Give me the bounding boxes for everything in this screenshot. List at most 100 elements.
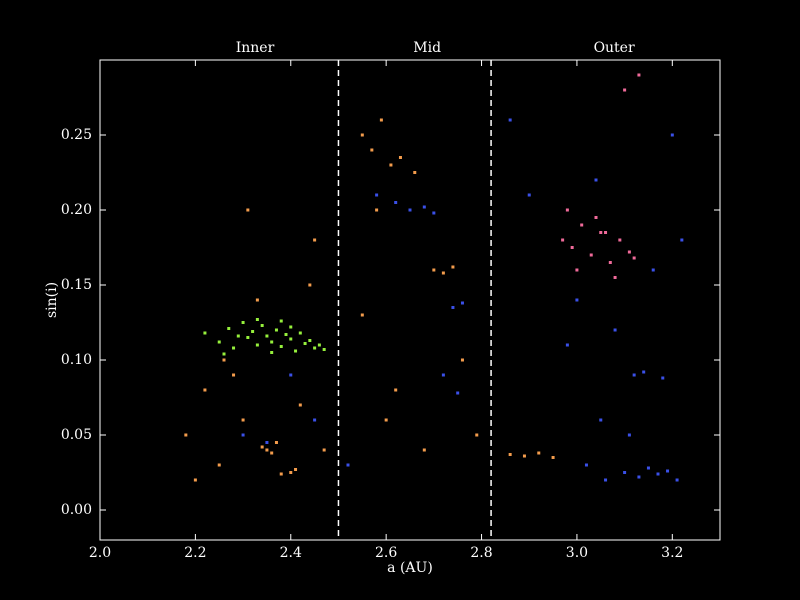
- point: [508, 118, 512, 122]
- point: [613, 328, 617, 332]
- point: [270, 340, 274, 344]
- point: [379, 118, 383, 122]
- point: [241, 433, 245, 437]
- point: [456, 391, 460, 395]
- point: [451, 306, 455, 309]
- point: [255, 343, 259, 347]
- point: [270, 451, 274, 455]
- point: [203, 331, 207, 335]
- point: [599, 231, 603, 234]
- y-tick-label: 0.25: [61, 127, 92, 143]
- point: [298, 403, 302, 407]
- point: [308, 283, 312, 287]
- point: [360, 133, 364, 137]
- point: [255, 298, 259, 302]
- point: [608, 261, 612, 264]
- point: [632, 373, 636, 377]
- point: [642, 370, 646, 374]
- point: [413, 171, 417, 174]
- point: [656, 472, 660, 476]
- point: [360, 313, 364, 317]
- point: [375, 193, 379, 197]
- point: [193, 478, 197, 482]
- point: [508, 453, 512, 456]
- point: [646, 466, 650, 470]
- point: [623, 471, 627, 474]
- point: [460, 358, 464, 362]
- point: [294, 349, 298, 353]
- point: [184, 433, 188, 437]
- point: [289, 325, 293, 329]
- point: [661, 376, 665, 380]
- x-tick-label: 3.0: [566, 545, 588, 561]
- point: [294, 468, 298, 471]
- point: [613, 276, 617, 279]
- point: [313, 418, 317, 422]
- x-tick-label: 2.0: [89, 545, 111, 561]
- point: [575, 298, 579, 302]
- point: [398, 156, 402, 159]
- x-tick-label: 2.2: [184, 545, 206, 561]
- point: [222, 352, 226, 356]
- x-tick-label: 2.4: [280, 545, 302, 561]
- point: [522, 454, 526, 458]
- point: [289, 471, 293, 474]
- point: [313, 346, 317, 350]
- point: [623, 88, 627, 92]
- point: [565, 343, 569, 347]
- point: [308, 339, 312, 342]
- point: [460, 301, 464, 305]
- point: [322, 448, 326, 452]
- point: [627, 433, 631, 437]
- point: [346, 463, 350, 467]
- point: [265, 334, 269, 338]
- y-tick-label: 0.10: [61, 352, 92, 368]
- point: [618, 238, 622, 242]
- point: [666, 469, 670, 473]
- point: [217, 463, 221, 467]
- point: [632, 256, 636, 260]
- y-axis-label: sin(i): [44, 282, 60, 318]
- point: [255, 318, 259, 321]
- point: [670, 133, 674, 137]
- x-tick-label: 2.8: [470, 545, 492, 561]
- point: [651, 268, 655, 272]
- x-axis-label: a (AU): [387, 560, 433, 576]
- region-label: Inner: [236, 40, 275, 56]
- point: [680, 238, 684, 242]
- point: [260, 445, 264, 449]
- y-tick-label: 0.05: [61, 427, 92, 443]
- plot-frame: [99, 59, 721, 541]
- x-tick-label: 2.6: [375, 545, 397, 561]
- point: [394, 388, 398, 392]
- point: [589, 253, 593, 257]
- point: [303, 342, 307, 345]
- point: [274, 328, 278, 332]
- point: [422, 448, 426, 452]
- point: [432, 211, 436, 215]
- point: [627, 250, 631, 254]
- point: [265, 441, 269, 444]
- point: [561, 238, 565, 242]
- point: [422, 205, 426, 209]
- point: [384, 418, 388, 422]
- point: [270, 351, 274, 354]
- point: [551, 456, 555, 459]
- point: [217, 340, 221, 344]
- point: [599, 418, 603, 422]
- point: [241, 418, 245, 422]
- point: [246, 208, 250, 212]
- point: [370, 148, 374, 152]
- point: [637, 73, 641, 77]
- y-tick-label: 0.15: [61, 277, 92, 293]
- point: [203, 388, 207, 392]
- point: [475, 433, 479, 437]
- point: [317, 343, 321, 347]
- point: [289, 373, 293, 377]
- point: [375, 208, 379, 212]
- point: [441, 271, 445, 275]
- point: [227, 327, 231, 330]
- region-label: Mid: [413, 40, 441, 56]
